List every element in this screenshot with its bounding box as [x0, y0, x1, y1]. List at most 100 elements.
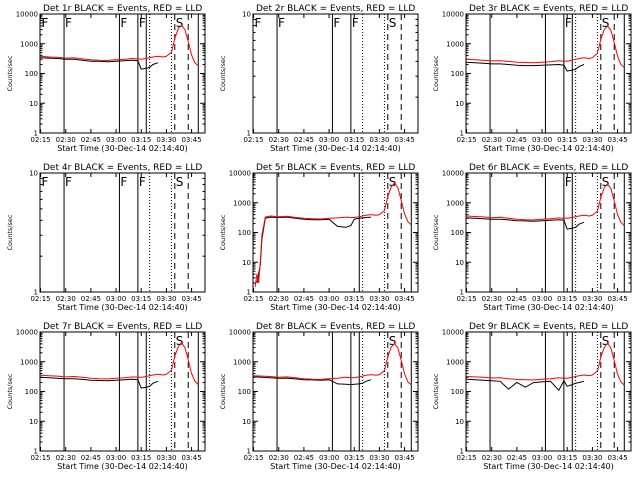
event-marker-label: F — [65, 175, 72, 189]
x-axis-label: Start Time (30-Dec-14 02:14:40) — [270, 462, 401, 471]
plot-frame — [465, 331, 632, 452]
y-axis-label: Counts/sec — [432, 55, 440, 91]
y-tick-label: 1 — [247, 130, 251, 138]
plot-frame — [39, 13, 206, 134]
x-tick-label: 02:45 — [507, 295, 527, 303]
y-tick-label: 10 — [242, 11, 251, 19]
x-tick-label: 03:30 — [369, 136, 389, 144]
y-tick-label: 100 — [451, 229, 464, 237]
x-tick-label: 02:45 — [294, 295, 314, 303]
series-line-black — [466, 217, 585, 230]
panel-title: Det 9r BLACK = Events, RED = LLD — [469, 322, 628, 332]
event-marker-label: S — [389, 175, 397, 189]
panel-1: Det 1r BLACK = Events, RED = LLD 02:15 02:… — [6, 4, 206, 153]
y-tick-label: 100 — [238, 229, 251, 237]
event-marker-label: F — [139, 16, 146, 30]
x-tick-label: 02:45 — [294, 454, 314, 462]
x-tick-label: 03:00 — [106, 295, 126, 303]
y-tick-label: 10000 — [442, 329, 464, 337]
x-tick-label: 03:30 — [582, 136, 602, 144]
x-tick-label: 03:00 — [319, 454, 339, 462]
event-marker-label: S — [389, 16, 397, 30]
x-tick-label: 02:45 — [81, 136, 101, 144]
y-tick-label: 1000 — [233, 199, 251, 207]
x-tick-label: 03:45 — [181, 136, 201, 144]
x-tick-label: 02:15 — [456, 136, 476, 144]
x-tick-label: 03:15 — [557, 454, 577, 462]
x-tick-label: 03:15 — [557, 136, 577, 144]
y-tick-label: 100 — [25, 70, 38, 78]
x-tick-label: 03:00 — [532, 136, 552, 144]
y-tick-label: 100 — [25, 388, 38, 396]
x-tick-label: 02:15 — [30, 136, 50, 144]
x-tick-label: 03:45 — [607, 136, 627, 144]
series-line-black — [40, 376, 159, 389]
event-marker-label: F — [120, 16, 127, 30]
y-axis-label: Counts/sec — [6, 373, 14, 409]
x-axis-label: Start Time (30-Dec-14 02:14:40) — [270, 144, 401, 153]
event-marker-label: S — [389, 334, 397, 348]
event-marker-label: F — [120, 175, 127, 189]
x-tick-label: 02:15 — [456, 454, 476, 462]
series-line-red — [40, 24, 199, 67]
panel-title: Det 1r BLACK = Events, RED = LLD — [43, 4, 202, 14]
event-marker-label: F — [333, 16, 340, 30]
plot-frame — [252, 331, 419, 452]
x-tick-label: 02:15 — [30, 454, 50, 462]
x-tick-label: 03:30 — [156, 454, 176, 462]
x-tick-label: 02:30 — [482, 454, 502, 462]
y-tick-label: 1000 — [20, 40, 38, 48]
x-tick-label: 02:15 — [243, 454, 263, 462]
series-line-red — [40, 341, 199, 385]
y-axis-label: Counts/sec — [219, 55, 227, 91]
x-axis-label: Start Time (30-Dec-14 02:14:40) — [483, 462, 614, 471]
x-tick-label: 03:15 — [344, 454, 364, 462]
y-tick-label: 1 — [460, 448, 464, 456]
x-tick-label: 02:45 — [507, 136, 527, 144]
plot-frame — [465, 13, 632, 134]
x-tick-label: 02:45 — [81, 295, 101, 303]
series-line-black — [40, 57, 159, 70]
y-axis-label: Counts/sec — [219, 214, 227, 250]
x-tick-label: 02:30 — [56, 454, 76, 462]
y-tick-label: 1 — [247, 448, 251, 456]
y-tick-label: 10000 — [442, 11, 464, 19]
x-tick-label: 03:15 — [557, 295, 577, 303]
y-tick-label: 1 — [34, 289, 38, 297]
panel-7: Det 7r BLACK = Events, RED = LLD 02:15 02:… — [6, 322, 206, 471]
x-tick-label: 03:00 — [532, 454, 552, 462]
x-tick-label: 02:15 — [456, 295, 476, 303]
y-axis-label: Counts/sec — [6, 55, 14, 91]
y-axis-label: Counts/sec — [219, 373, 227, 409]
x-tick-label: 03:45 — [181, 454, 201, 462]
event-marker-label: F — [565, 175, 572, 189]
y-tick-label: 10000 — [16, 329, 38, 337]
x-tick-label: 03:45 — [394, 454, 414, 462]
event-marker-label: S — [602, 334, 610, 348]
x-tick-label: 02:30 — [269, 136, 289, 144]
panel-title: Det 8r BLACK = Events, RED = LLD — [256, 322, 415, 332]
plot-frame — [252, 13, 419, 134]
y-tick-label: 1000 — [20, 358, 38, 366]
panel-6: Det 6r BLACK = Events, RED = LLD 02:15 02:… — [432, 163, 632, 312]
x-tick-label: 03:45 — [181, 295, 201, 303]
y-axis-label: Counts/sec — [432, 373, 440, 409]
x-tick-label: 02:30 — [56, 295, 76, 303]
panel-title: Det 5r BLACK = Events, RED = LLD — [256, 163, 415, 173]
x-tick-label: 03:30 — [369, 454, 389, 462]
y-tick-label: 10 — [242, 259, 251, 267]
event-marker-label: S — [176, 334, 184, 348]
y-tick-label: 100 — [238, 388, 251, 396]
x-tick-label: 02:45 — [294, 136, 314, 144]
x-tick-label: 03:00 — [319, 295, 339, 303]
y-tick-label: 10 — [29, 100, 38, 108]
x-axis-label: Start Time (30-Dec-14 02:14:40) — [483, 144, 614, 153]
x-tick-label: 03:45 — [394, 136, 414, 144]
x-tick-label: 02:30 — [269, 295, 289, 303]
y-tick-label: 10 — [455, 418, 464, 426]
y-tick-label: 10 — [29, 170, 38, 178]
event-marker-label: F — [278, 16, 285, 30]
x-tick-label: 03:15 — [131, 136, 151, 144]
event-marker-label: F — [65, 16, 72, 30]
